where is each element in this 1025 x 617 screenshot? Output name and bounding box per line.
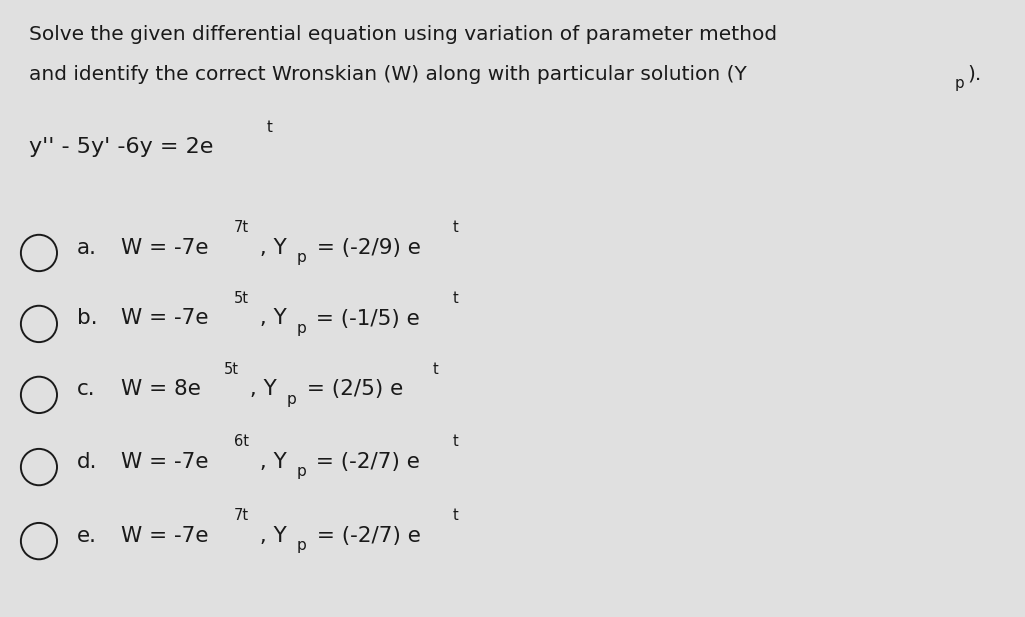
Text: 5t: 5t — [234, 291, 249, 306]
Text: 7t: 7t — [234, 220, 249, 235]
Text: W = 8e: W = 8e — [121, 379, 201, 399]
Text: , Y: , Y — [253, 526, 287, 545]
Text: p: p — [297, 250, 306, 265]
Text: = (2/5) e: = (2/5) e — [299, 379, 403, 399]
Text: W = -7e: W = -7e — [121, 452, 208, 471]
Text: ).: ). — [968, 65, 982, 84]
Text: t: t — [453, 220, 458, 235]
Text: 5t: 5t — [224, 362, 239, 377]
Text: t: t — [433, 362, 439, 377]
Text: t: t — [453, 508, 458, 523]
Text: p: p — [297, 538, 306, 553]
Text: p: p — [287, 392, 297, 407]
Text: t: t — [453, 434, 458, 449]
Text: p: p — [297, 321, 306, 336]
Text: 6t: 6t — [234, 434, 249, 449]
Text: p: p — [297, 464, 306, 479]
Text: b.: b. — [77, 308, 97, 328]
Text: t: t — [266, 120, 273, 135]
Text: , Y: , Y — [253, 238, 287, 257]
Text: t: t — [452, 291, 458, 306]
Text: e.: e. — [77, 526, 97, 545]
Text: = (-2/7) e: = (-2/7) e — [310, 526, 420, 545]
Text: = (-1/5) e: = (-1/5) e — [310, 308, 420, 328]
Text: c.: c. — [77, 379, 95, 399]
Text: p: p — [955, 76, 965, 91]
Text: 7t: 7t — [234, 508, 249, 523]
Text: d.: d. — [77, 452, 97, 471]
Text: a.: a. — [77, 238, 97, 257]
Text: W = -7e: W = -7e — [121, 526, 208, 545]
Text: , Y: , Y — [243, 379, 277, 399]
Text: W = -7e: W = -7e — [121, 238, 208, 257]
Text: y'' - 5y' -6y = 2e: y'' - 5y' -6y = 2e — [29, 137, 213, 157]
Text: = (-2/7) e: = (-2/7) e — [310, 452, 420, 471]
Text: W = -7e: W = -7e — [121, 308, 208, 328]
Text: , Y: , Y — [253, 308, 287, 328]
Text: = (-2/9) e: = (-2/9) e — [310, 238, 420, 257]
Text: and identify the correct Wronskian (W) along with particular solution (Y: and identify the correct Wronskian (W) a… — [29, 65, 746, 84]
Text: Solve the given differential equation using variation of parameter method: Solve the given differential equation us… — [29, 25, 777, 44]
Text: , Y: , Y — [253, 452, 287, 471]
